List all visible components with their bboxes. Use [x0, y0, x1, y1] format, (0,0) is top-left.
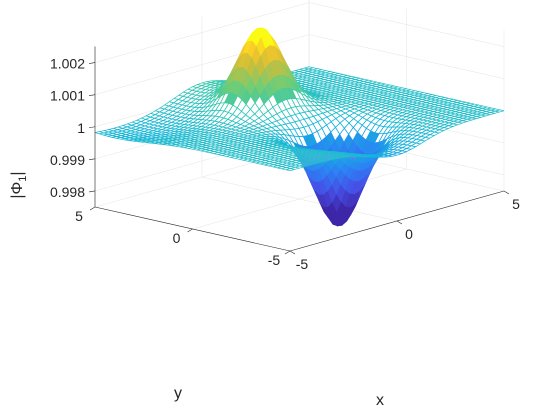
x-tick-label: 5	[512, 196, 520, 212]
x-tick-label: -5	[296, 256, 309, 272]
z-axis-label-main: |Φ	[9, 182, 26, 199]
z-axis-label: |Φ1|	[9, 171, 29, 198]
x-axis-label: x	[376, 392, 384, 409]
y-axis-label: y	[174, 385, 182, 402]
surface-patch	[285, 168, 295, 172]
y-tick-mark	[89, 206, 96, 211]
z-tick-mark	[88, 158, 96, 161]
x-tick-label: 0	[405, 226, 413, 242]
x-axis-ticks: -5 0 5	[289, 190, 520, 272]
z-tick-label: 1.002	[50, 56, 85, 72]
y-tick-label: 0	[173, 230, 181, 246]
z-axis-label-sub: 1	[17, 176, 29, 182]
z-tick-mark	[88, 190, 96, 193]
svg-text:|Φ1|: |Φ1|	[9, 171, 29, 198]
z-tick-mark	[88, 94, 96, 96]
z-tick-label: 1.001	[50, 88, 85, 104]
x-tick-mark	[289, 250, 296, 255]
y-tick-mark	[284, 250, 291, 255]
floor-grid-line-y	[192, 168, 407, 230]
floor-grid-line-y	[94, 146, 310, 208]
wall-grid-line-z	[94, 130, 505, 192]
y-tick-label: -5	[268, 252, 281, 268]
y-axis-ticks: -5 0 5	[75, 206, 291, 268]
surface-mesh	[94, 27, 505, 227]
z-tick-mark	[88, 62, 96, 64]
z-tick-label: 1	[77, 120, 85, 136]
z-tick-mark	[88, 126, 96, 129]
wall-grid-line-z	[94, 34, 505, 95]
wall-grid-line-z	[94, 2, 505, 63]
y-tick-label: 5	[75, 208, 83, 224]
z-tick-label: 0.998	[50, 184, 85, 200]
x-tick-mark	[396, 220, 403, 225]
x-tick-mark	[503, 190, 510, 195]
z-tick-label: 0.999	[50, 152, 85, 168]
z-axis-ticks: 0.998 0.999 1 1.001 1.002	[50, 56, 96, 200]
y-tick-mark	[187, 228, 193, 233]
z-axis-label-close: |	[9, 171, 26, 175]
